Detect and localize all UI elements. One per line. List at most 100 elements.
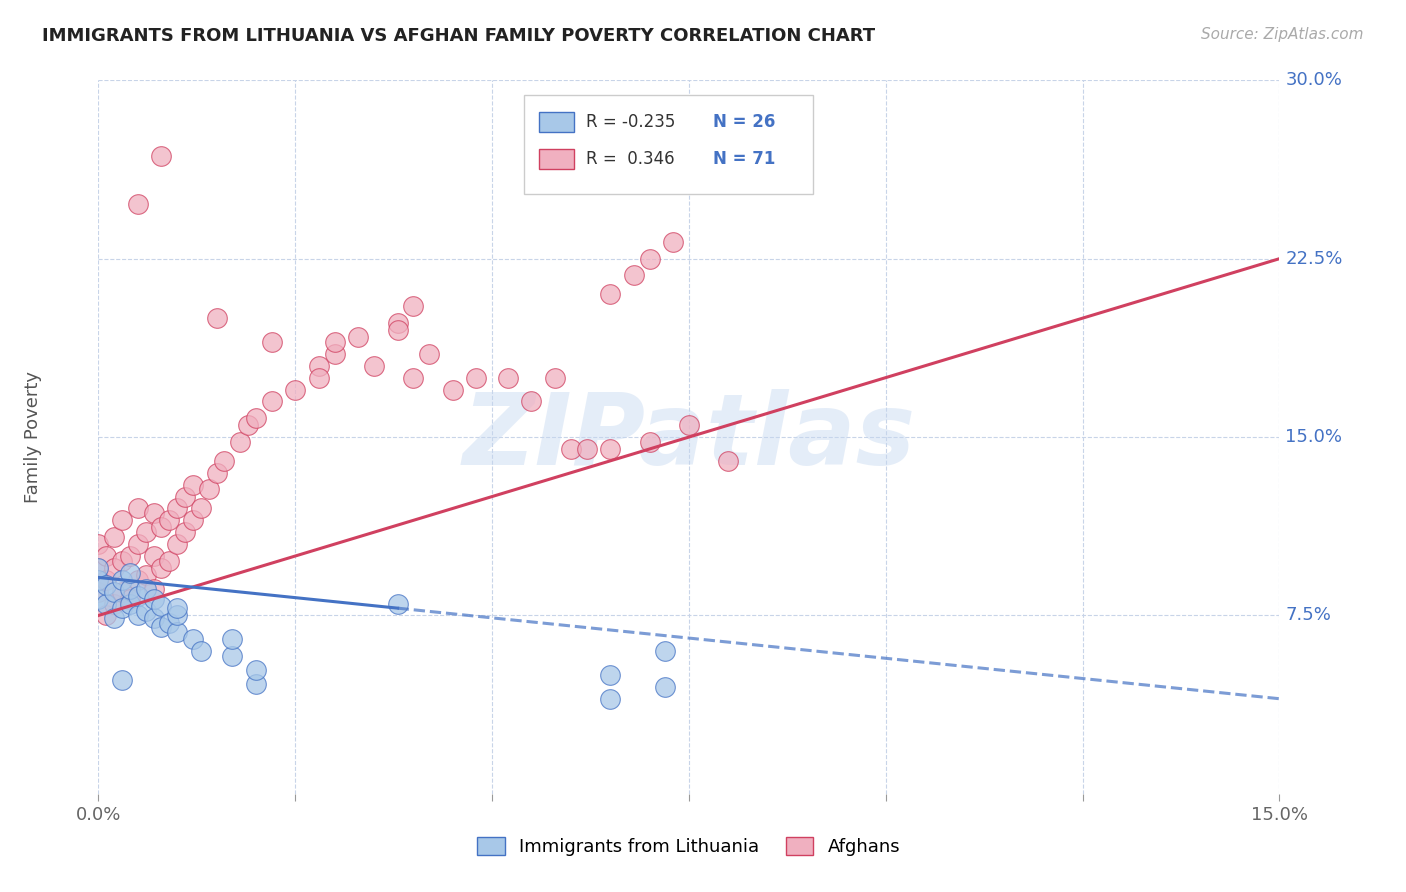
Point xyxy=(654,644,676,658)
Point xyxy=(135,604,157,618)
Text: N = 71: N = 71 xyxy=(713,150,775,168)
FancyBboxPatch shape xyxy=(538,150,575,169)
Point xyxy=(103,584,125,599)
Point xyxy=(103,611,125,625)
Point xyxy=(150,599,173,613)
Point xyxy=(623,268,645,283)
Point xyxy=(96,608,118,623)
Point xyxy=(87,561,110,575)
Point xyxy=(190,644,212,658)
Point xyxy=(638,252,661,266)
Point xyxy=(127,573,149,587)
Point xyxy=(87,573,110,587)
Text: IMMIGRANTS FROM LITHUANIA VS AFGHAN FAMILY POVERTY CORRELATION CHART: IMMIGRANTS FROM LITHUANIA VS AFGHAN FAMI… xyxy=(42,27,876,45)
Point xyxy=(599,442,621,456)
Point xyxy=(118,549,141,563)
Point xyxy=(599,691,621,706)
Point xyxy=(678,418,700,433)
Point xyxy=(87,591,110,606)
Point xyxy=(308,370,330,384)
Point xyxy=(181,477,204,491)
Legend: Immigrants from Lithuania, Afghans: Immigrants from Lithuania, Afghans xyxy=(470,830,908,863)
Point xyxy=(135,568,157,582)
Point xyxy=(87,584,110,599)
Point xyxy=(118,582,141,597)
Point xyxy=(245,663,267,677)
Point xyxy=(236,418,259,433)
Point xyxy=(174,525,197,540)
Point xyxy=(544,370,567,384)
Point xyxy=(465,370,488,384)
Text: R =  0.346: R = 0.346 xyxy=(586,150,675,168)
Point xyxy=(520,394,543,409)
Point xyxy=(245,677,267,691)
Point xyxy=(142,506,165,520)
Point xyxy=(347,330,370,344)
Point xyxy=(150,620,173,634)
Point xyxy=(142,549,165,563)
Point xyxy=(387,323,409,337)
Point xyxy=(496,370,519,384)
Point xyxy=(560,442,582,456)
Point xyxy=(245,411,267,425)
Point xyxy=(575,442,598,456)
FancyBboxPatch shape xyxy=(523,95,813,194)
Point xyxy=(599,668,621,682)
Point xyxy=(181,632,204,647)
Point xyxy=(150,149,173,163)
Point xyxy=(166,625,188,640)
Point xyxy=(111,584,134,599)
Text: 15.0%: 15.0% xyxy=(1285,428,1343,446)
Text: 7.5%: 7.5% xyxy=(1285,607,1331,624)
Point xyxy=(654,680,676,694)
Point xyxy=(150,520,173,534)
Point xyxy=(103,561,125,575)
Point xyxy=(308,359,330,373)
Text: Source: ZipAtlas.com: Source: ZipAtlas.com xyxy=(1201,27,1364,42)
Point xyxy=(205,311,228,326)
Point xyxy=(190,501,212,516)
Text: R = -0.235: R = -0.235 xyxy=(586,112,675,130)
Point xyxy=(205,466,228,480)
Point xyxy=(96,549,118,563)
Point xyxy=(363,359,385,373)
Point xyxy=(638,434,661,449)
Point xyxy=(418,347,440,361)
Point xyxy=(166,601,188,615)
Point xyxy=(103,530,125,544)
Point xyxy=(387,597,409,611)
Point xyxy=(111,513,134,527)
Point xyxy=(118,591,141,606)
Point xyxy=(96,597,118,611)
Point xyxy=(157,554,180,568)
Point xyxy=(142,582,165,597)
Point xyxy=(441,383,464,397)
Point xyxy=(150,561,173,575)
FancyBboxPatch shape xyxy=(538,112,575,132)
Point xyxy=(166,608,188,623)
Point xyxy=(402,370,425,384)
Point xyxy=(197,483,219,497)
Point xyxy=(111,601,134,615)
Point xyxy=(135,525,157,540)
Text: N = 26: N = 26 xyxy=(713,112,775,130)
Point xyxy=(260,334,283,349)
Point xyxy=(127,537,149,551)
Point xyxy=(103,597,125,611)
Point xyxy=(157,513,180,527)
Point xyxy=(118,597,141,611)
Point xyxy=(166,501,188,516)
Point xyxy=(127,608,149,623)
Point xyxy=(229,434,252,449)
Point xyxy=(87,561,110,575)
Point xyxy=(214,454,236,468)
Text: ZIPatlas: ZIPatlas xyxy=(463,389,915,485)
Point xyxy=(157,615,180,630)
Point xyxy=(127,590,149,604)
Point xyxy=(387,316,409,330)
Point xyxy=(142,591,165,606)
Point xyxy=(87,537,110,551)
Point xyxy=(599,287,621,301)
Text: 22.5%: 22.5% xyxy=(1285,250,1343,268)
Point xyxy=(662,235,685,249)
